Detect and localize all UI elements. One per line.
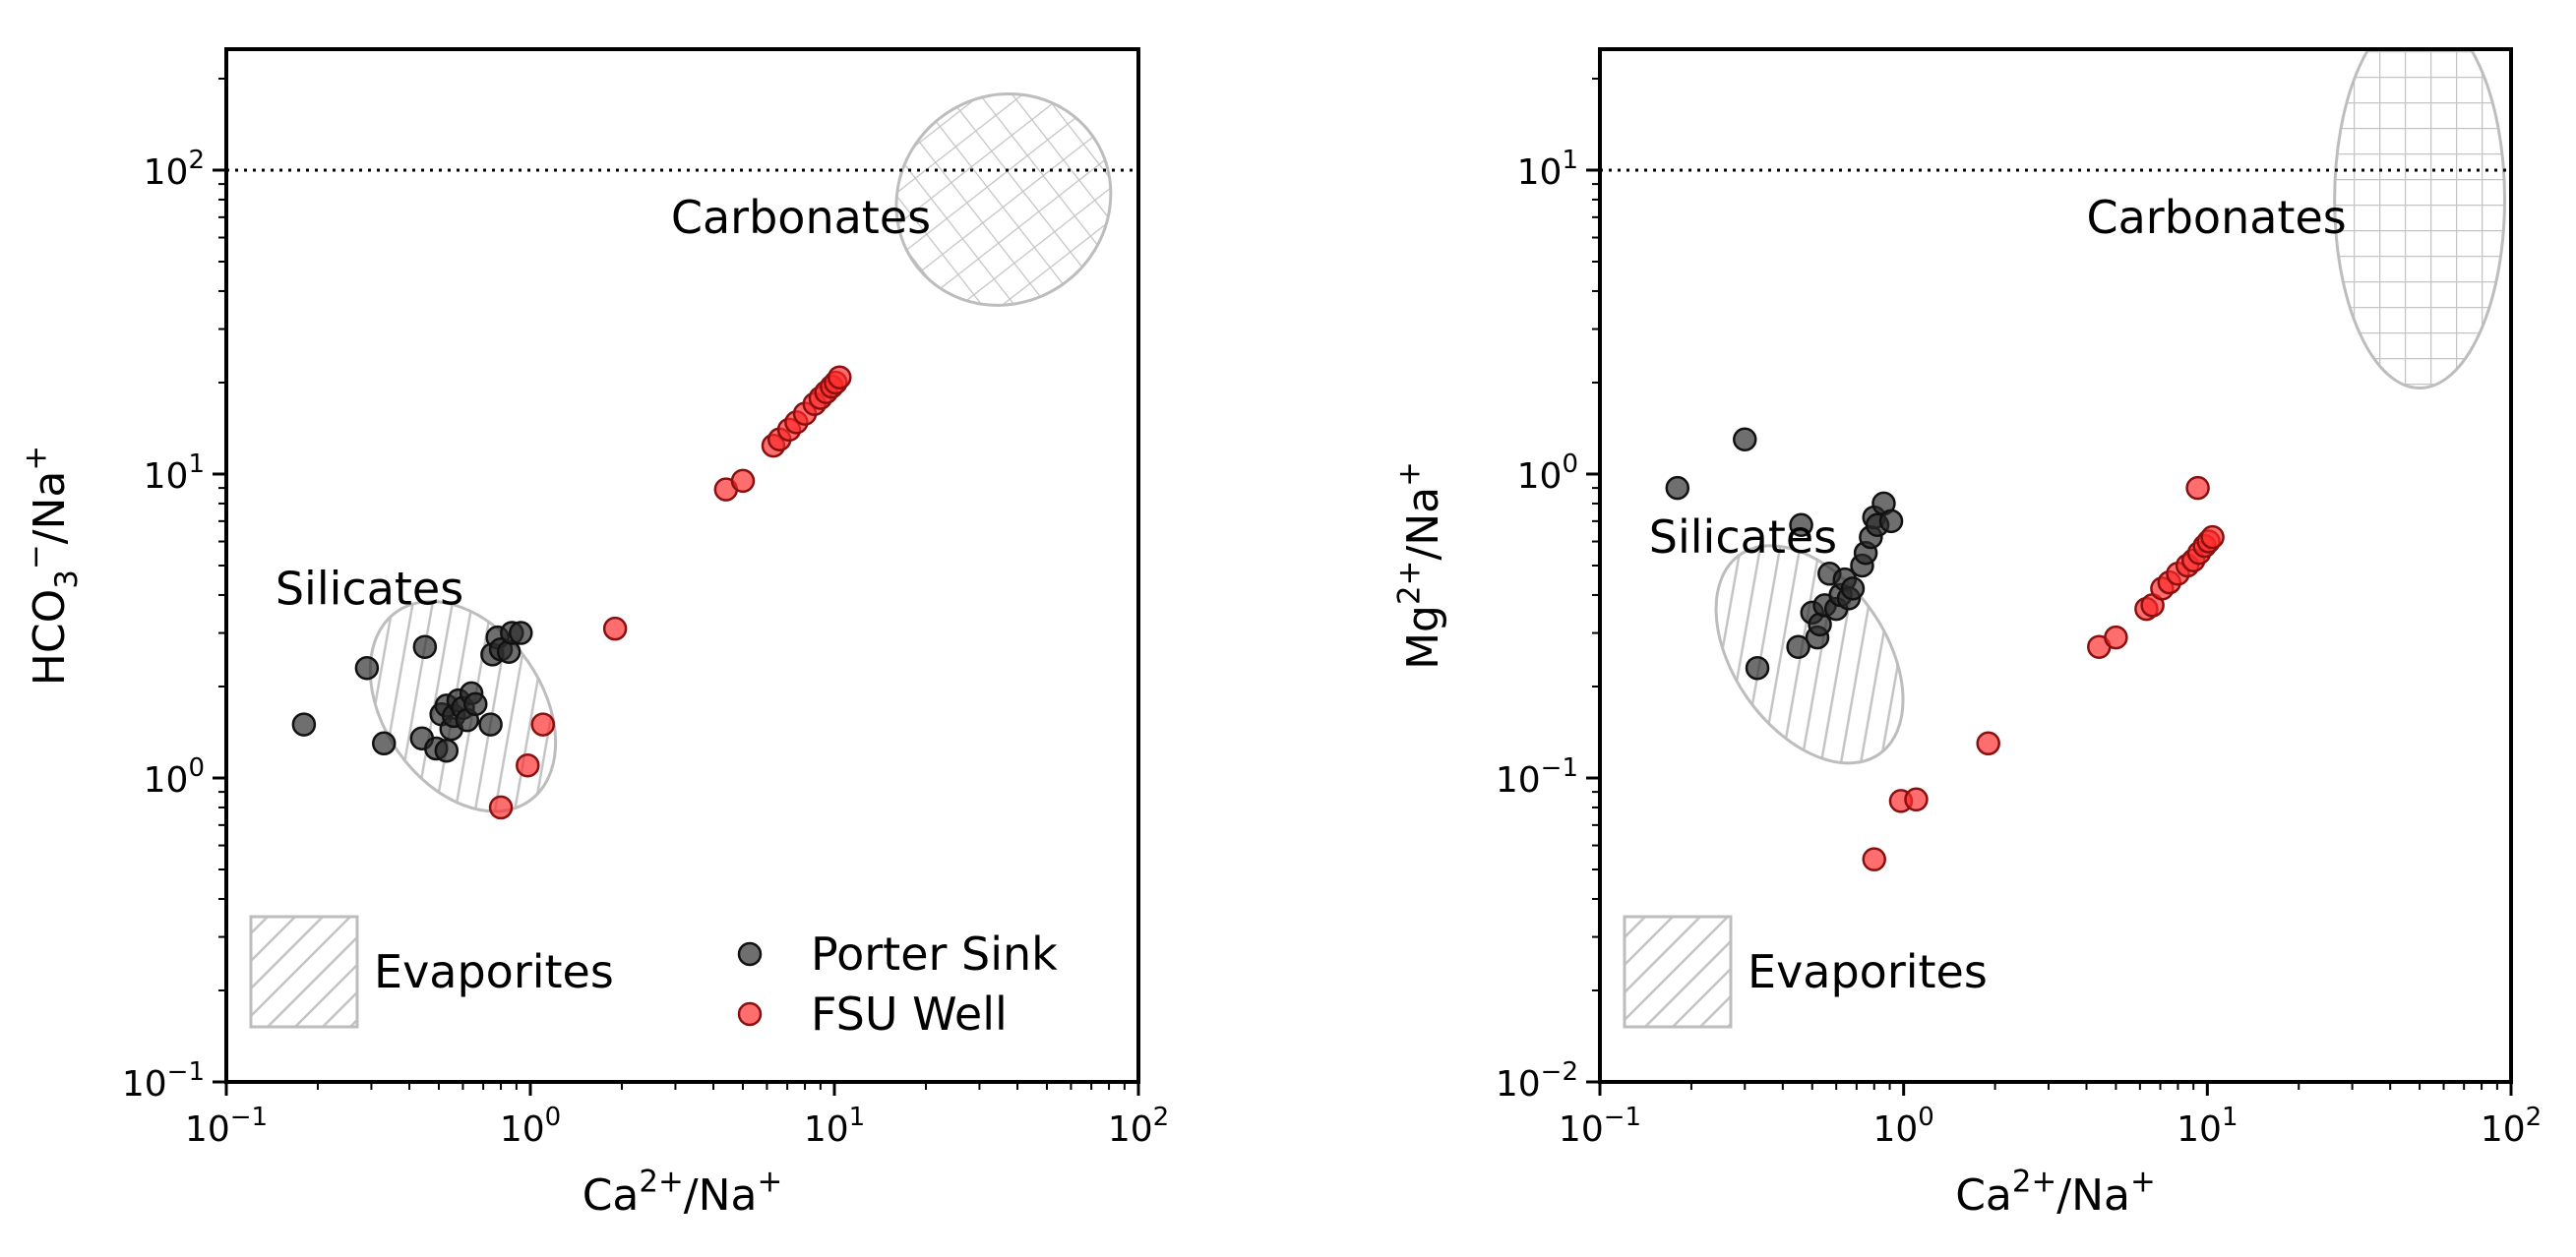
x-axis-label: Ca2+​/Na+​ (1955, 1165, 2156, 1221)
series-fsu-well (1862, 475, 2225, 871)
x-tick-label: 100 (1872, 1103, 1933, 1150)
data-point (730, 468, 756, 494)
legend-label: FSU Well (811, 988, 1008, 1041)
y-axis-label: Mg2+​/Na+​ (1392, 461, 1448, 670)
y-axis-label: HCO3​−​/Na+​ (19, 446, 86, 686)
ticks (1586, 77, 2513, 1096)
data-point (478, 712, 503, 737)
data-point (2104, 625, 2128, 650)
silicates-label: Silicates (276, 562, 463, 615)
x-tick-label: 102 (2481, 1103, 2542, 1150)
carbonates-label: Carbonates (671, 191, 931, 244)
panel-hco3-vs-ca: Carbonates Silicates Evaporites 10−1 100 101 1… (19, 47, 1169, 1221)
x-tick-label: 100 (500, 1103, 561, 1150)
y-tick-label: 100 (1517, 449, 1578, 497)
x-tick-label: 10−1 (185, 1103, 268, 1150)
carbonates-label: Carbonates (2087, 191, 2347, 244)
plot-area (1600, 49, 2511, 871)
y-tick-label: 101 (1517, 146, 1578, 193)
data-point (1878, 509, 1904, 534)
data-point (1789, 512, 1813, 537)
data-point (462, 691, 488, 717)
plot-area (226, 91, 1138, 820)
y-tick-label: 10−1 (1496, 753, 1578, 801)
x-tick-label: 10−1 (1559, 1103, 1641, 1150)
series-porter-sink (1665, 427, 1904, 681)
legend: Porter Sink FSU Well (737, 928, 1058, 1041)
x-axis-label: Ca2+​/Na+​ (583, 1165, 783, 1221)
series-porter-sink (291, 621, 533, 763)
data-point (1976, 731, 2000, 756)
evaporites-region (249, 915, 359, 1029)
data-point (602, 616, 628, 641)
evaporites-region (1623, 915, 1733, 1029)
data-point (2185, 475, 2210, 501)
data-point (1745, 655, 1770, 681)
data-point (1733, 427, 1757, 452)
data-point (2200, 524, 2225, 550)
data-point (488, 795, 514, 820)
data-point (1904, 787, 1929, 812)
data-point (530, 712, 556, 737)
data-point (509, 621, 533, 645)
y-tick-label: 101 (144, 449, 205, 497)
legend-marker (737, 941, 763, 967)
panel-mg-vs-ca: Carbonates Silicates Evaporites 10−1 100 101 1… (1392, 47, 2542, 1221)
data-point (828, 365, 852, 389)
carbonates-region (2333, 49, 2506, 389)
data-point (1665, 475, 1690, 501)
y-tick-label: 10−1 (122, 1057, 205, 1105)
x-tick-label: 101 (804, 1103, 865, 1150)
data-point (516, 752, 540, 778)
legend-marker (737, 1001, 763, 1027)
x-tick-label: 102 (1108, 1103, 1169, 1150)
data-point (1786, 634, 1810, 659)
carbonates-region (894, 91, 1113, 307)
data-point (291, 712, 317, 737)
series-fsu-well (488, 365, 852, 820)
y-tick-label: 102 (144, 146, 205, 193)
data-point (1840, 576, 1866, 601)
data-point (354, 655, 380, 681)
evaporites-label: Evaporites (1748, 945, 1988, 998)
data-point (434, 738, 460, 763)
legend-label: Porter Sink (811, 928, 1058, 981)
data-point (371, 731, 397, 756)
evaporites-label: Evaporites (374, 945, 614, 998)
data-point (412, 634, 438, 659)
data-point (1862, 847, 1887, 871)
y-tick-label: 100 (144, 753, 205, 801)
silicates-label: Silicates (1649, 510, 1837, 564)
x-tick-label: 101 (2177, 1103, 2238, 1150)
y-tick-label: 10−2 (1496, 1057, 1578, 1105)
ticks (213, 77, 1140, 1096)
